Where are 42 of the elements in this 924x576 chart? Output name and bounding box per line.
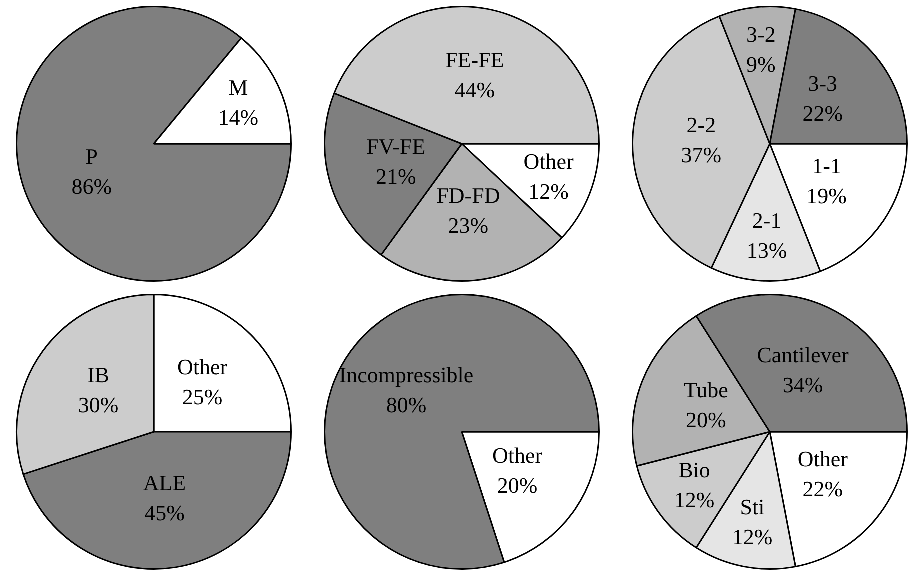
data-label: 23% [448,213,489,238]
data-label: 12% [528,179,569,204]
slice-label: FE-FE [446,47,504,72]
data-label: 30% [78,392,119,418]
slice-label: 2-2 [686,112,716,138]
slice-label: FD-FD [436,183,500,208]
data-label: 86% [72,174,112,199]
data-label: 12% [732,524,773,550]
data-label: 37% [681,142,722,168]
data-label: 13% [746,238,788,264]
slice-label: Incompressible [339,362,474,388]
slice-label: 2-1 [752,208,782,234]
slice-label: Cantilever [757,342,850,368]
data-label: 34% [782,372,824,398]
slice-label: Other [177,354,228,380]
slice-label: Other [798,446,849,472]
data-label: 25% [182,384,223,410]
slice-label: P [86,144,98,169]
data-label: 9% [746,52,776,77]
slice-label: FV-FE [366,134,426,159]
data-label: 20% [686,408,726,433]
data-label: 22% [802,101,844,126]
slice-label: 3-3 [808,71,838,96]
slice-label: Other [492,443,544,468]
slice-label: Tube [684,378,728,403]
data-label: 19% [806,183,847,208]
slice-label: IB [87,362,110,388]
slice-label: 1-1 [812,153,842,178]
data-label: 21% [376,164,416,189]
slice-label: Other [524,149,574,174]
data-label: 12% [674,488,715,513]
slice-label: Sti [740,494,765,520]
data-label: 45% [144,500,185,526]
slice-label: Bio [678,458,710,483]
slice-label: ALE [143,470,186,496]
data-label: 80% [386,392,427,418]
data-label: 14% [218,105,259,130]
slice-label: 3-2 [746,22,776,47]
data-label: 20% [497,473,538,498]
data-label: 22% [802,476,844,502]
slice-label: M [228,75,248,100]
data-label: 44% [454,77,496,102]
